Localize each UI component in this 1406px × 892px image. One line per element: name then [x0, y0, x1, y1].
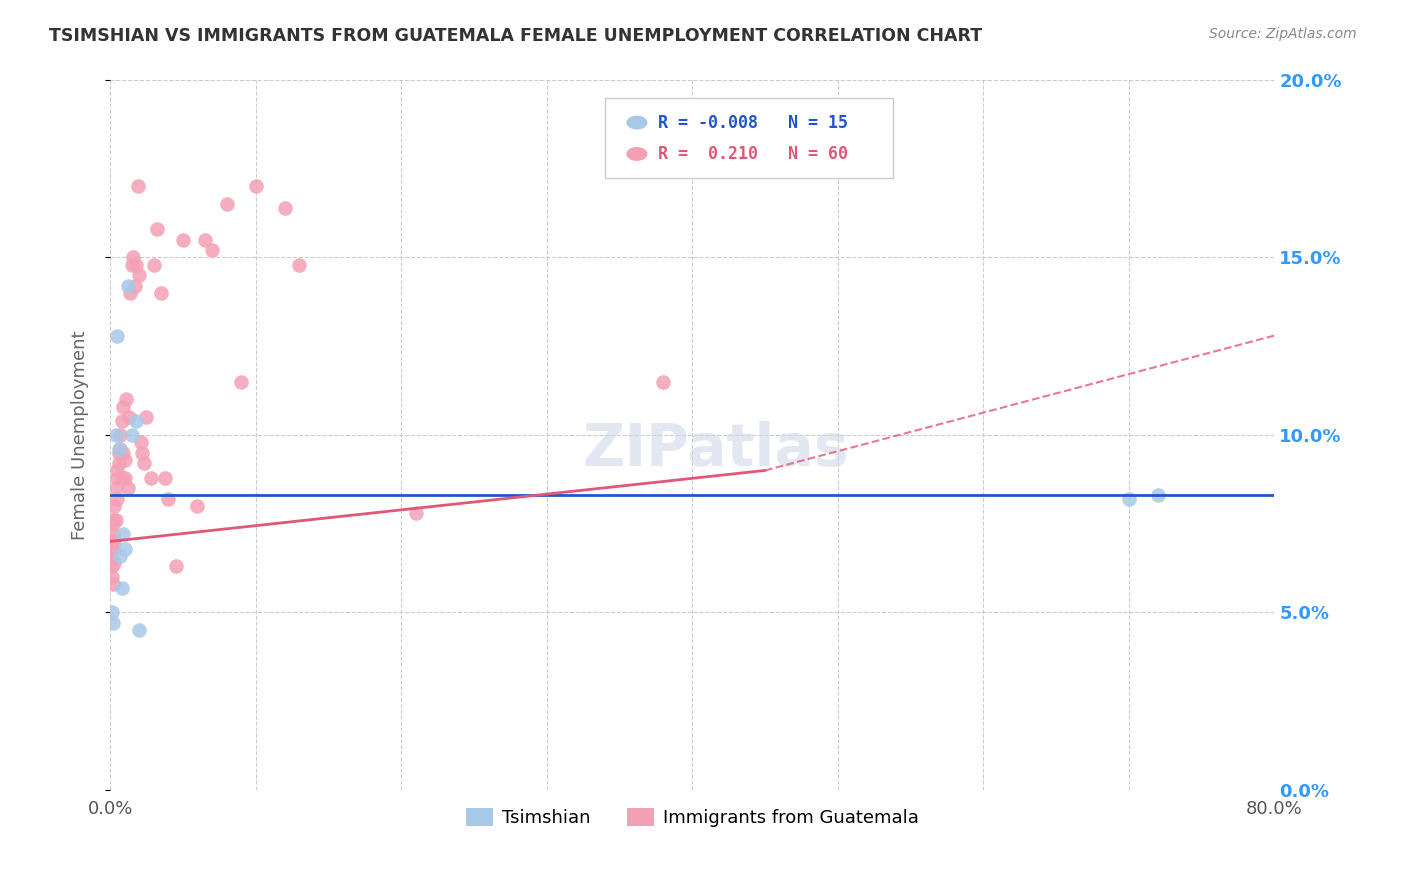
Point	[103, 556, 125, 570]
Text: R = -0.008   N = 15: R = -0.008 N = 15	[658, 113, 848, 131]
Point	[121, 258, 143, 272]
Point	[111, 470, 134, 484]
Point	[165, 559, 187, 574]
Point	[142, 258, 165, 272]
Point	[139, 470, 162, 484]
Point	[112, 446, 135, 460]
Point	[105, 470, 128, 484]
Point	[1118, 491, 1140, 506]
Point	[112, 527, 135, 541]
Point	[155, 470, 177, 484]
Point	[125, 258, 148, 272]
Point	[104, 481, 127, 495]
Point	[124, 278, 146, 293]
Point	[128, 268, 150, 283]
Point	[245, 179, 267, 194]
Point	[100, 552, 122, 566]
Point	[405, 506, 427, 520]
Point	[122, 251, 145, 265]
Text: Source: ZipAtlas.com: Source: ZipAtlas.com	[1209, 27, 1357, 41]
Point	[135, 410, 157, 425]
Point	[145, 222, 167, 236]
Point	[129, 435, 152, 450]
Point	[131, 446, 153, 460]
Point	[101, 516, 124, 531]
Point	[110, 549, 132, 563]
Point	[121, 428, 143, 442]
Point	[111, 414, 134, 428]
Point	[112, 400, 135, 414]
Point	[100, 559, 122, 574]
Point	[100, 541, 122, 556]
Point	[117, 481, 139, 495]
Point	[172, 233, 194, 247]
Point	[101, 541, 124, 556]
Point	[114, 470, 136, 484]
Point	[1147, 488, 1170, 502]
Point	[215, 197, 238, 211]
Point	[150, 285, 173, 300]
Point	[120, 285, 142, 300]
Point	[100, 606, 122, 620]
Point	[274, 201, 297, 215]
Point	[111, 581, 134, 595]
Point	[107, 456, 129, 470]
Point	[115, 392, 138, 407]
Point	[229, 375, 252, 389]
Point	[107, 446, 129, 460]
Point	[117, 278, 139, 293]
Point	[104, 513, 127, 527]
Point	[105, 328, 128, 343]
Point	[100, 534, 122, 549]
Legend: Tsimshian, Immigrants from Guatemala: Tsimshian, Immigrants from Guatemala	[458, 800, 925, 834]
Point	[105, 491, 128, 506]
Point	[128, 623, 150, 637]
Point	[118, 410, 141, 425]
Point	[104, 428, 127, 442]
Point	[103, 534, 125, 549]
Point	[110, 442, 132, 457]
Point	[127, 179, 149, 194]
Point	[101, 577, 124, 591]
Point	[652, 375, 675, 389]
Point	[157, 491, 180, 506]
Text: R =  0.210   N = 60: R = 0.210 N = 60	[658, 145, 848, 163]
Point	[110, 428, 132, 442]
Point	[114, 452, 136, 467]
Point	[288, 258, 311, 272]
Point	[186, 499, 208, 513]
Point	[101, 527, 124, 541]
Point	[114, 541, 136, 556]
Point	[132, 456, 155, 470]
Point	[101, 513, 124, 527]
Point	[100, 570, 122, 584]
Point	[105, 463, 128, 477]
Point	[194, 233, 217, 247]
Point	[107, 442, 129, 457]
Point	[125, 414, 148, 428]
Point	[201, 244, 224, 258]
Text: ZIPatlas: ZIPatlas	[582, 421, 849, 477]
Text: TSIMSHIAN VS IMMIGRANTS FROM GUATEMALA FEMALE UNEMPLOYMENT CORRELATION CHART: TSIMSHIAN VS IMMIGRANTS FROM GUATEMALA F…	[49, 27, 983, 45]
Point	[101, 616, 124, 631]
Y-axis label: Female Unemployment: Female Unemployment	[72, 330, 89, 540]
Point	[103, 499, 125, 513]
